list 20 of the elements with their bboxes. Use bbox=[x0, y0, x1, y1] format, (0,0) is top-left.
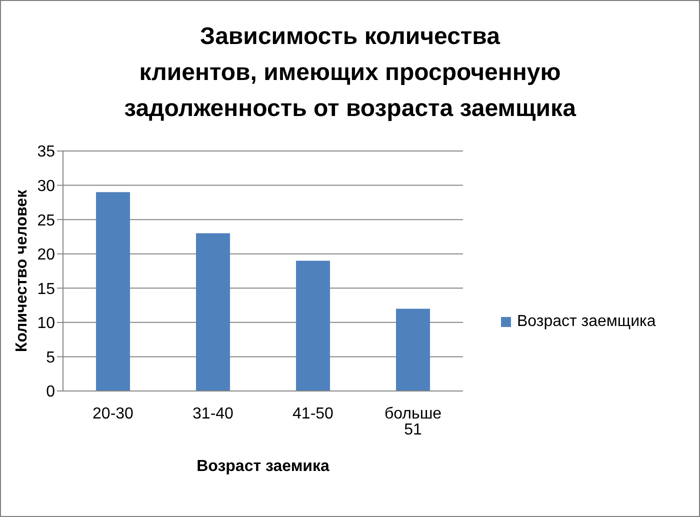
y-tick-label: 0 bbox=[46, 384, 56, 401]
bar bbox=[396, 308, 430, 391]
y-tick-label: 10 bbox=[37, 315, 56, 332]
y-tick-label: 15 bbox=[37, 280, 56, 298]
y-tick-label: 20 bbox=[37, 246, 56, 264]
x-axis-title: Возраст заемика bbox=[196, 458, 330, 475]
bar bbox=[96, 192, 130, 391]
y-tick-label: 30 bbox=[37, 178, 56, 195]
y-axis-title: Количество человек bbox=[14, 188, 31, 352]
chart-title: Зависимость количества клиентов, имеющих просроченную задолженность от возраста заемщика bbox=[123, 22, 578, 124]
x-tick-label: 41-50 bbox=[292, 405, 334, 422]
y-tick-label: 25 bbox=[37, 212, 56, 230]
x-tick-label: 31-40 bbox=[192, 405, 234, 422]
bar bbox=[196, 233, 230, 391]
y-tick-label: 5 bbox=[46, 349, 56, 366]
x-tick-label: 20-30 bbox=[92, 405, 134, 422]
legend-label: Возраст заемщика bbox=[517, 313, 656, 331]
y-tick-label: 35 bbox=[37, 144, 56, 161]
bar bbox=[296, 260, 330, 391]
x-tick-label: больше 51 bbox=[384, 405, 442, 438]
